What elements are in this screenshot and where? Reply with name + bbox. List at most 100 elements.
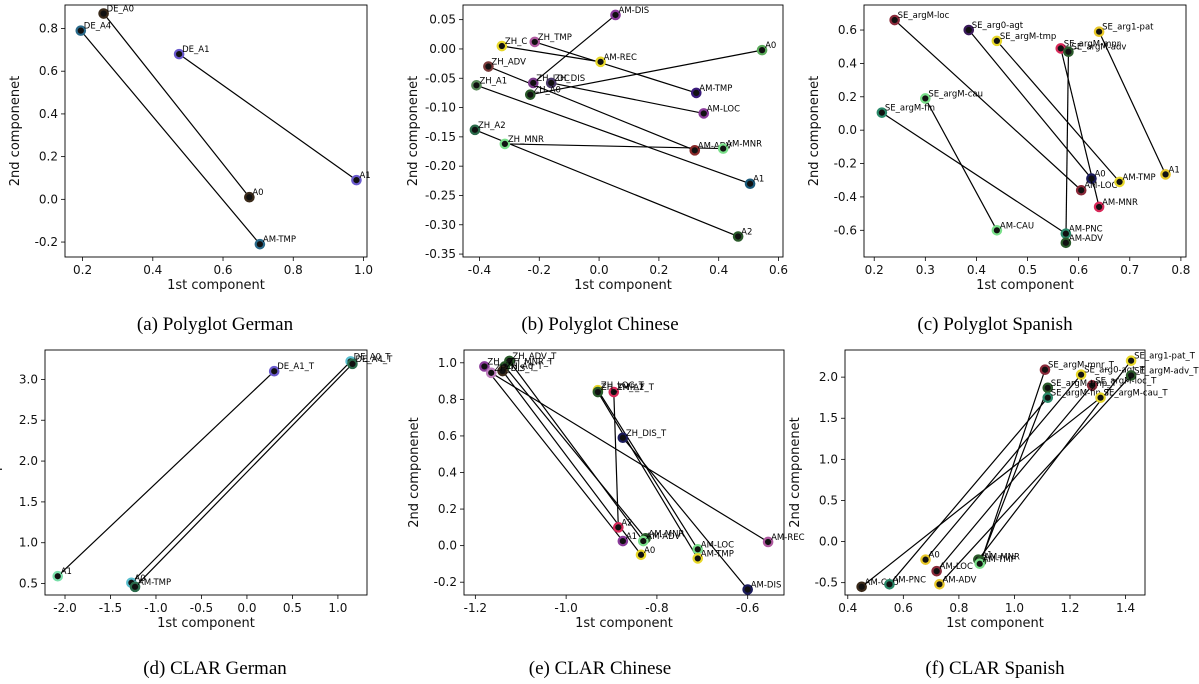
y-tick-label: -0.2: [434, 575, 457, 589]
y-axis-label: 2nd componenet: [407, 417, 422, 527]
connector-line: [532, 14, 616, 84]
plot-area-frame: [44, 349, 368, 596]
x-tick-label: 1.4: [1116, 601, 1135, 615]
point-label: AM-LOC: [707, 104, 740, 114]
point-label: ZH_DIS_T: [494, 364, 535, 374]
y-tick-label: -0.2: [35, 235, 58, 249]
point-label: A0: [134, 574, 145, 584]
connector-line: [881, 112, 1067, 235]
point-label: ZH_TMP: [538, 33, 572, 43]
y-tick-label: -0.15: [425, 130, 456, 144]
connector-line: [474, 129, 739, 238]
data-point: [1160, 169, 1171, 180]
subfigure-caption: (f) CLAR Spanish: [925, 658, 1065, 679]
data-point: [742, 584, 753, 595]
point-label: SE_arg0-agt_T: [1084, 366, 1146, 376]
data-point: [1042, 392, 1054, 403]
point-label: AM-PNC: [1069, 225, 1103, 235]
point-label: ZH_C: [505, 37, 527, 47]
point-label: A1: [359, 171, 370, 181]
connector-line: [130, 361, 352, 584]
data-point: [483, 61, 494, 72]
point-label: A1: [1169, 165, 1180, 175]
data-point: [920, 93, 931, 104]
x-tick-label: 0.8: [949, 601, 968, 615]
data-point: [527, 77, 539, 89]
subfigure-caption: (c) Polyglot Spanish: [917, 314, 1073, 335]
connector-line: [178, 53, 357, 181]
point-label: SE_argM-fin_T: [1051, 389, 1111, 399]
data-point: [690, 87, 702, 99]
point-label: AM-LOC: [701, 540, 734, 550]
data-point: [1093, 201, 1105, 213]
x-tick-label: 1.0: [354, 263, 373, 277]
x-tick-label: 0.7: [1120, 263, 1139, 277]
y-tick-label: -0.5: [815, 576, 838, 590]
data-point: [529, 36, 541, 48]
point-label: SE_argM-fin: [885, 104, 935, 114]
y-tick-label: 0.0: [39, 192, 58, 206]
data-point: [610, 9, 621, 21]
x-tick-label: -0.8: [645, 601, 668, 615]
data-point: [1060, 237, 1072, 249]
y-tick-label: -0.20: [425, 159, 456, 173]
data-point: [608, 386, 620, 398]
data-point: [592, 386, 604, 398]
point-label: AM-CAU: [865, 578, 899, 588]
y-axis-label: 2nd componenet: [0, 417, 3, 527]
y-tick-label: -0.2: [834, 157, 857, 171]
point-label: DE_A0_T: [354, 352, 392, 362]
y-tick-label: 0.6: [838, 23, 857, 37]
point-label: ZH_A0_T: [506, 362, 544, 372]
point-label: AM-DIS: [751, 581, 782, 591]
point-label: ZH_ADV: [491, 58, 526, 68]
y-tick-label: 1.0: [819, 452, 838, 466]
data-point: [499, 138, 511, 150]
point-label: SE_argM-adv: [1071, 43, 1126, 53]
data-point: [931, 565, 942, 577]
x-tick-label: 0.4: [709, 263, 728, 277]
data-point: [1125, 370, 1137, 381]
point-label: SE_argM-cau_T: [1104, 389, 1169, 399]
point-label: A2: [741, 227, 752, 237]
y-tick-label: -0.25: [425, 188, 456, 202]
y-tick-label: 0.4: [838, 56, 857, 70]
y-tick-label: -0.30: [425, 218, 456, 232]
point-label: SE_argM-tmp_T: [1051, 379, 1118, 389]
point-label: ZH_LOC_T: [601, 381, 645, 391]
x-tick-label: -2.0: [53, 601, 76, 615]
point-label: ZH_MNR_T: [508, 357, 554, 367]
point-label: ZH_MNR: [508, 135, 544, 145]
y-tick-label: 0.8: [438, 392, 457, 406]
y-tick-label: 0.2: [39, 150, 58, 164]
data-point: [732, 231, 744, 242]
data-point: [479, 361, 490, 372]
x-axis-label: 1st component: [575, 616, 673, 631]
data-point: [884, 579, 895, 590]
connector-line: [483, 366, 624, 542]
chart-panel-5: -1.2 -1.0 -0.8 -0.6 -0.2 0.0 0.2 0.4 0.6 0.8 1.0 1s…: [407, 349, 805, 679]
data-point: [244, 191, 255, 203]
y-tick-label: -0.4: [834, 190, 857, 204]
point-label: A0: [929, 551, 940, 561]
x-tick-label: 0.6: [894, 601, 913, 615]
x-tick-label: -0.4: [468, 263, 491, 277]
point-label: ZH_ADV_T: [512, 352, 557, 362]
data-point: [545, 77, 557, 89]
point-label: SE_argM-adv_T: [1134, 366, 1199, 376]
connector-line: [888, 397, 1049, 585]
x-tick-label: -1.0: [554, 601, 577, 615]
y-tick-label: 0.5: [819, 493, 838, 507]
y-tick-label: 1.5: [819, 411, 838, 425]
point-label: A0: [252, 188, 263, 198]
y-axis-label: 2nd componenet: [807, 76, 822, 186]
y-tick-label: 0.2: [838, 90, 857, 104]
data-point: [920, 554, 931, 565]
point-label: AM-TMP: [1123, 173, 1156, 183]
connector-line: [613, 392, 619, 528]
point-label: DE_A4: [84, 22, 111, 32]
data-point: [1063, 46, 1074, 58]
data-point: [173, 48, 185, 60]
point-label: ZH_TMP_T: [601, 383, 645, 393]
x-tick-label: 0.8: [284, 263, 303, 277]
